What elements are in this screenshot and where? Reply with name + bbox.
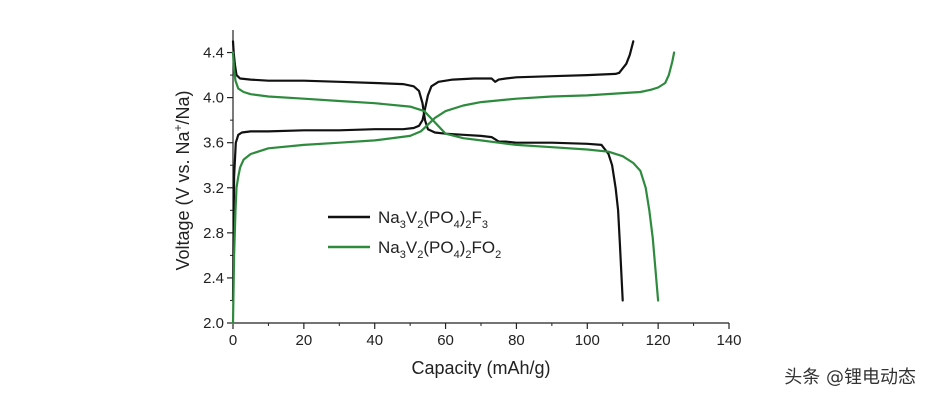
legend-subscript: 2 (417, 219, 423, 231)
legend-text-part: (PO (423, 208, 453, 227)
series-1-discharge-line (231, 40, 624, 302)
y-tick-label: 2.0 (203, 315, 224, 332)
x-tick-label: 100 (575, 332, 600, 349)
legend-text-part: Na (378, 238, 400, 257)
legend-subscript: 2 (417, 249, 423, 261)
legend-subscript: 2 (465, 219, 471, 231)
legend-subscript: 4 (454, 249, 460, 261)
y-tick-label: 4.0 (203, 90, 224, 107)
y-axis-title: Voltage (V vs. Na+/Na) (171, 90, 193, 270)
x-tick-label: 80 (508, 332, 525, 349)
legend-subscript: 2 (465, 249, 471, 261)
legend-subscript: 3 (482, 219, 488, 231)
legend-text-part: FO (471, 238, 495, 257)
legend-label-2: Na3V2(PO4)2FO2 (378, 238, 501, 261)
legend-text-part: Na (378, 208, 400, 227)
y-tick-label: 3.6 (203, 135, 224, 152)
y-axis-title-part: /Na) (173, 90, 193, 124)
legend-subscript: 3 (400, 219, 406, 231)
legend-text-part: (PO (423, 238, 453, 257)
x-tick-label: 0 (229, 332, 237, 349)
series-1-charge-end-line (618, 40, 635, 74)
series-2-discharge-line (231, 51, 660, 302)
x-tick-label: 20 (296, 332, 313, 349)
legend-subscript: 2 (495, 249, 501, 261)
y-axis-title-part: Voltage (V vs. Na (173, 130, 193, 270)
y-axis-title-superscript: + (171, 124, 185, 131)
legend-text-part: ) (460, 238, 466, 257)
y-tick-label: 4.4 (203, 45, 224, 62)
x-tick-label: 140 (716, 332, 741, 349)
y-tick-label: 3.2 (203, 180, 224, 197)
chart-axes: 0 20 40 60 80 100 120 140 2.0 2.4 2.8 3.2 3.6 4.0 4.4 (203, 30, 742, 349)
y-tick-label: 2.4 (203, 270, 224, 287)
legend-text-part: V (406, 238, 418, 257)
legend-text-part: F (471, 208, 481, 227)
y-tick-label: 2.8 (203, 225, 224, 242)
legend-subscript: 4 (454, 219, 460, 231)
x-tick-label: 60 (437, 332, 454, 349)
series-1-charge-line (231, 71, 621, 302)
legend-label-1: Na3V2(PO4)2F3 (378, 208, 488, 231)
legend-text-part: ) (460, 208, 466, 227)
x-tick-label: 40 (366, 332, 383, 349)
watermark-text: 头条 @锂电动态 (784, 367, 916, 388)
series-2-charge-line (231, 51, 676, 325)
legend-subscript: 3 (400, 249, 406, 261)
legend-text-part: V (406, 208, 418, 227)
chart-series-group (231, 40, 676, 325)
x-axis-title: Capacity (mAh/g) (411, 358, 550, 378)
x-tick-label: 120 (646, 332, 671, 349)
